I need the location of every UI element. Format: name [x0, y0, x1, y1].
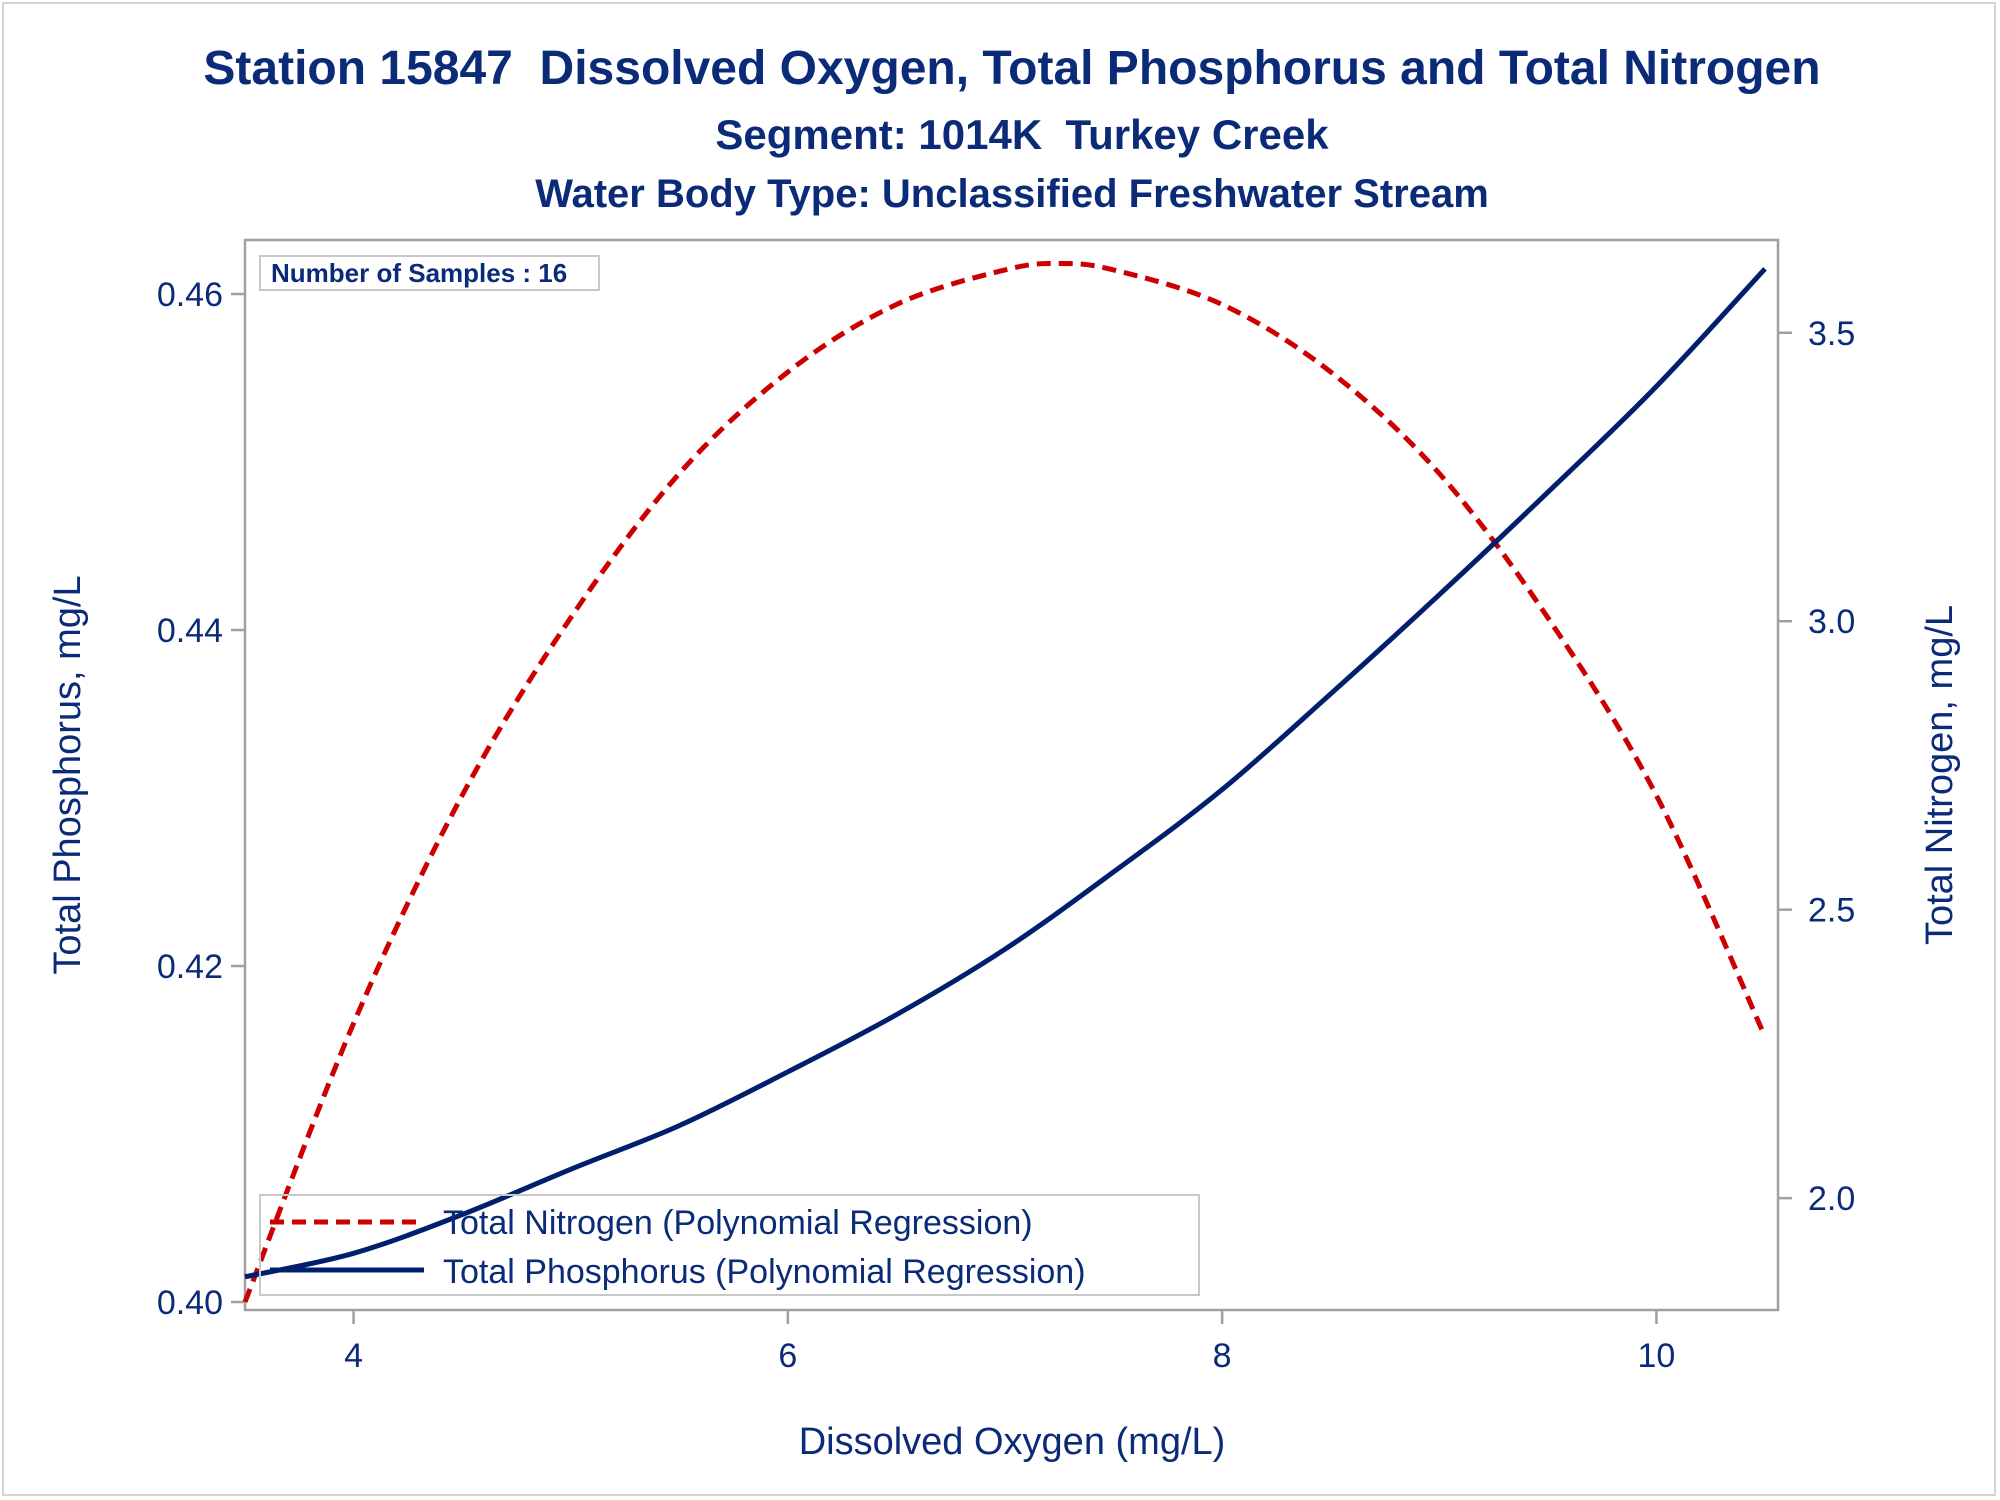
- sample-count-inset: Number of Samples : 16: [259, 255, 600, 291]
- chart-title: Station 15847 Dissolved Oxygen, Total Ph…: [203, 42, 1820, 95]
- y-axis-label: Total Phosphorus, mg/L: [47, 575, 89, 974]
- chart-subtitle: Segment: 1014K Turkey Creek: [715, 111, 1329, 158]
- y2-tick-label: 2.5: [1808, 892, 1855, 930]
- y-axis-ticks: 0.40 0.42 0.44 0.46: [157, 276, 245, 1322]
- x-tick-label: 10: [1638, 1337, 1676, 1375]
- y2-axis-ticks: 2.0 2.5 3.0 3.5: [1778, 315, 1855, 1218]
- legend-box: [259, 1194, 1200, 1296]
- x-tick-label: 4: [344, 1337, 363, 1375]
- inset-text: Number of Samples : 16: [271, 258, 567, 288]
- chart-svg: Station 15847 Dissolved Oxygen, Total Ph…: [47, 42, 1961, 1463]
- x-tick-label: 8: [1213, 1337, 1232, 1375]
- y2-axis-label: Total Nitrogen, mg/L: [1919, 605, 1961, 945]
- x-axis-label: Dissolved Oxygen (mg/L): [799, 1421, 1226, 1463]
- y-tick-label: 0.42: [157, 948, 223, 986]
- legend-label-nitrogen: Total Nitrogen (Polynomial Regression): [443, 1204, 1033, 1242]
- y2-tick-label: 3.0: [1808, 603, 1855, 641]
- legend: Total Nitrogen (Polynomial Regression) T…: [259, 1194, 1200, 1296]
- legend-label-phosphorus: Total Phosphorus (Polynomial Regression): [443, 1253, 1086, 1291]
- x-tick-label: 6: [778, 1337, 797, 1375]
- series-line-total-phosphorus: [244, 267, 1767, 1280]
- y2-tick-label: 2.0: [1808, 1180, 1855, 1218]
- y-tick-label: 0.44: [157, 612, 223, 650]
- plot-area-border: [243, 238, 1780, 1312]
- y-tick-label: 0.46: [157, 276, 223, 314]
- chart-subtitle-2: Water Body Type: Unclassified Freshwater…: [535, 172, 1489, 216]
- series-line-total-nitrogen: [242, 260, 1768, 1303]
- inset-box: [259, 255, 600, 291]
- series-lines: [242, 260, 1768, 1303]
- x-axis-ticks: 4 6 8 10: [344, 1310, 1675, 1375]
- y2-tick-label: 3.5: [1808, 315, 1855, 353]
- y-tick-label: 0.40: [157, 1284, 223, 1322]
